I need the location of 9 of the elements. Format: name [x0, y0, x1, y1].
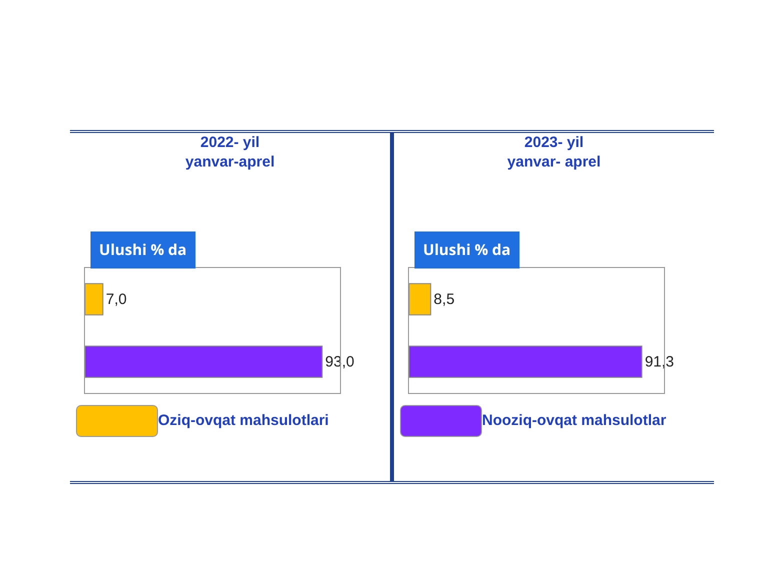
chart-subtitle: Ulushi % da: [99, 240, 187, 260]
text: Nooziq-ovqat mahsulotlar: [482, 412, 666, 429]
data-label: 8,5: [434, 290, 455, 308]
chart-title: 2023- yil yanvar- aprel: [507, 134, 601, 170]
chart-subtitle: Ulushi % da: [423, 240, 511, 260]
data-label: 91,3: [644, 353, 674, 370]
chart-title: 2022- yil yanvar-aprel: [185, 134, 275, 170]
data-label: 7,0: [106, 290, 127, 308]
text: Oziq-ovqat mahsulotlari: [158, 412, 329, 429]
